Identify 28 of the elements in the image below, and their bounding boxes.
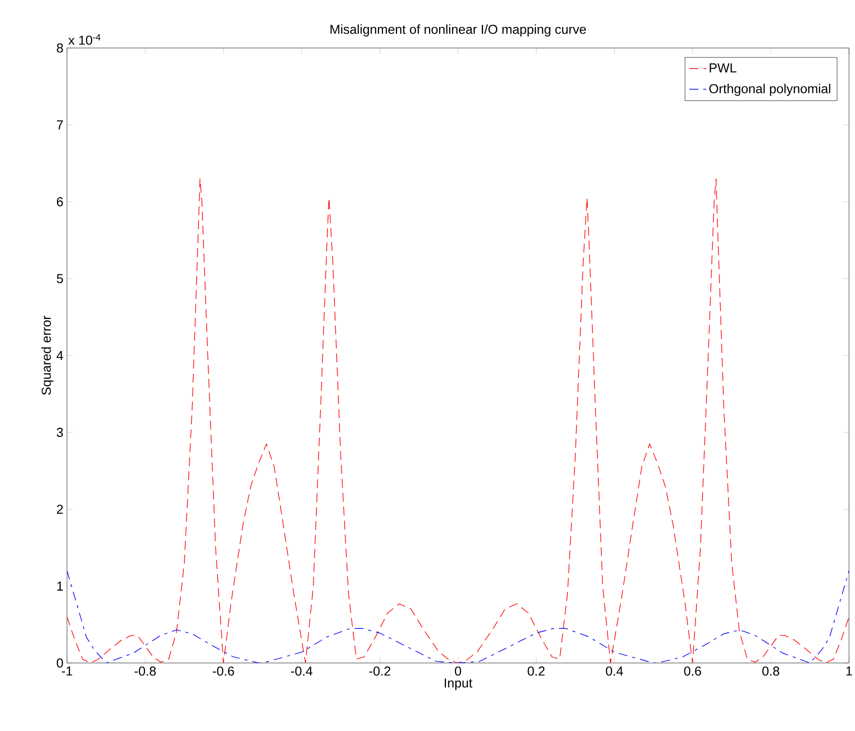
y-tick-label: 1 bbox=[57, 582, 63, 591]
x-tick-label: 0 bbox=[454, 666, 462, 676]
line-series bbox=[67, 570, 850, 663]
y-tick-label: 0 bbox=[56, 658, 63, 668]
chart-title: Misalignment of nonlinear I/O mapping curve bbox=[330, 24, 586, 36]
line-series bbox=[67, 178, 850, 663]
x-tick-label: 0.8 bbox=[762, 666, 780, 676]
y-tick-label: 5 bbox=[56, 274, 63, 284]
legend-label: PWL bbox=[710, 63, 736, 72]
x-tick-label: 0.6 bbox=[684, 666, 702, 676]
x-tick-label: -0.2 bbox=[369, 666, 390, 676]
legend-label: Orthgonal polynomial bbox=[709, 84, 830, 96]
x-tick-label: 1 bbox=[846, 666, 852, 676]
y-tick-label: 6 bbox=[56, 197, 63, 206]
x-tick-label: -1 bbox=[62, 666, 72, 676]
y-tick-label: 4 bbox=[56, 351, 64, 360]
x-tick-label: 0.4 bbox=[606, 666, 624, 676]
x-tick-label: -0.6 bbox=[212, 666, 234, 676]
y-axis-title: Squared error bbox=[41, 316, 54, 395]
x-axis-title: Input bbox=[444, 678, 472, 690]
y-tick-label: 3 bbox=[56, 428, 63, 437]
text: x 10$^{-4}$ bbox=[68, 34, 100, 45]
x-tick-label: -0.8 bbox=[134, 666, 156, 676]
x-tick-label: 0.2 bbox=[528, 666, 545, 676]
y-tick-label: 8 bbox=[56, 43, 63, 53]
x-tick-label: -0.4 bbox=[291, 666, 312, 676]
y-tick-label: 7 bbox=[56, 120, 63, 130]
y-tick-label: 2 bbox=[56, 504, 63, 514]
